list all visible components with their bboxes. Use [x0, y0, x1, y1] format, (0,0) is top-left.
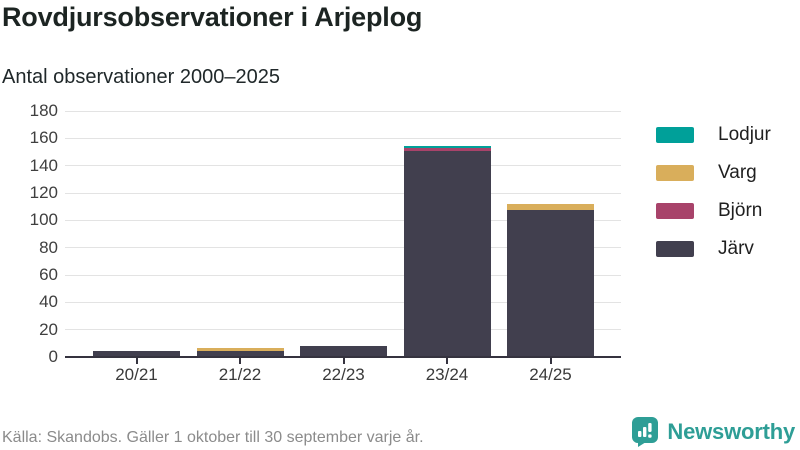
- bar-segment-järv: [300, 346, 387, 356]
- y-tick-label: 0: [48, 347, 58, 366]
- legend-swatch: [656, 164, 694, 181]
- y-axis-labels: 0 20 40 60 80 100 120 140 160 180: [0, 102, 58, 366]
- y-tick-label: 120: [29, 183, 58, 202]
- y-tick-label: 80: [39, 237, 58, 257]
- y-tick-label: 40: [39, 292, 58, 312]
- legend-item-lodjur: Lodjur: [656, 123, 771, 145]
- legend-label: Lodjur: [718, 123, 771, 145]
- bar-segment-järv: [196, 350, 284, 356]
- bar-segment-varg: [196, 347, 284, 351]
- newsworthy-logo: Newsworthy: [631, 416, 795, 447]
- legend-swatch: [656, 240, 694, 257]
- bar-segment-järv: [403, 151, 491, 356]
- x-axis-labels: 20/21 21/22 22/23 23/24 24/25: [65, 365, 621, 389]
- x-tick: [549, 358, 552, 364]
- gridline: [65, 274, 621, 276]
- bar-segment-varg: [507, 204, 594, 210]
- plot-area: [65, 110, 621, 364]
- bar-segment-björn: [403, 148, 491, 151]
- brand-name: Newsworthy: [667, 418, 795, 444]
- x-tick: [239, 358, 241, 364]
- bar-segment-lodjur: [403, 145, 491, 149]
- legend-item-björn: Björn: [656, 199, 771, 221]
- bar-segment-järv: [93, 350, 180, 356]
- source-note: Källa: Skandobs. Gäller 1 oktober till 3…: [2, 429, 424, 446]
- gridline: [65, 301, 621, 303]
- legend-item-järv: Järv: [656, 237, 771, 259]
- x-tick: [446, 358, 448, 364]
- legend-swatch: [656, 202, 694, 219]
- legend-label: Järv: [718, 237, 754, 259]
- gridline: [65, 137, 621, 139]
- gridline: [65, 247, 621, 249]
- gridline: [65, 219, 621, 221]
- bar-23-24: [403, 110, 491, 356]
- x-tick-label: 21/22: [218, 365, 262, 384]
- y-tick-label: 140: [29, 155, 58, 175]
- bar-24-25: [507, 110, 594, 356]
- bar-22-23: [300, 110, 387, 356]
- x-tick: [342, 358, 345, 364]
- chart-legend: Lodjur Varg Björn Järv: [656, 123, 771, 278]
- x-tick-label: 22/23: [322, 365, 365, 384]
- legend-label: Björn: [718, 199, 763, 221]
- bar-segment-järv: [507, 209, 594, 356]
- y-tick-label: 60: [39, 265, 58, 284]
- newsworthy-icon: [631, 416, 660, 447]
- y-tick-label: 20: [39, 319, 58, 339]
- y-tick-label: 160: [29, 128, 58, 148]
- gridline: [65, 192, 621, 194]
- y-tick-label: 100: [29, 210, 58, 230]
- x-tick-label: 24/25: [529, 365, 572, 384]
- chart-subtitle: Antal observationer 2000–2025: [2, 66, 280, 88]
- gridline: [65, 329, 621, 331]
- x-tick: [135, 358, 138, 364]
- y-tick-label: 180: [29, 101, 58, 120]
- legend-item-varg: Varg: [656, 161, 771, 183]
- gridline: [65, 165, 621, 167]
- x-axis-line: [65, 356, 621, 358]
- page-title: Rovdjursobservationer i Arjeplog: [2, 2, 423, 32]
- bar-21-22: [196, 110, 284, 356]
- legend-label: Varg: [718, 161, 757, 183]
- bar-20-21: [93, 110, 180, 356]
- x-tick-label: 20/21: [115, 365, 158, 384]
- x-tick-label: 23/24: [425, 365, 469, 384]
- legend-swatch: [656, 126, 694, 143]
- gridline: [65, 110, 621, 112]
